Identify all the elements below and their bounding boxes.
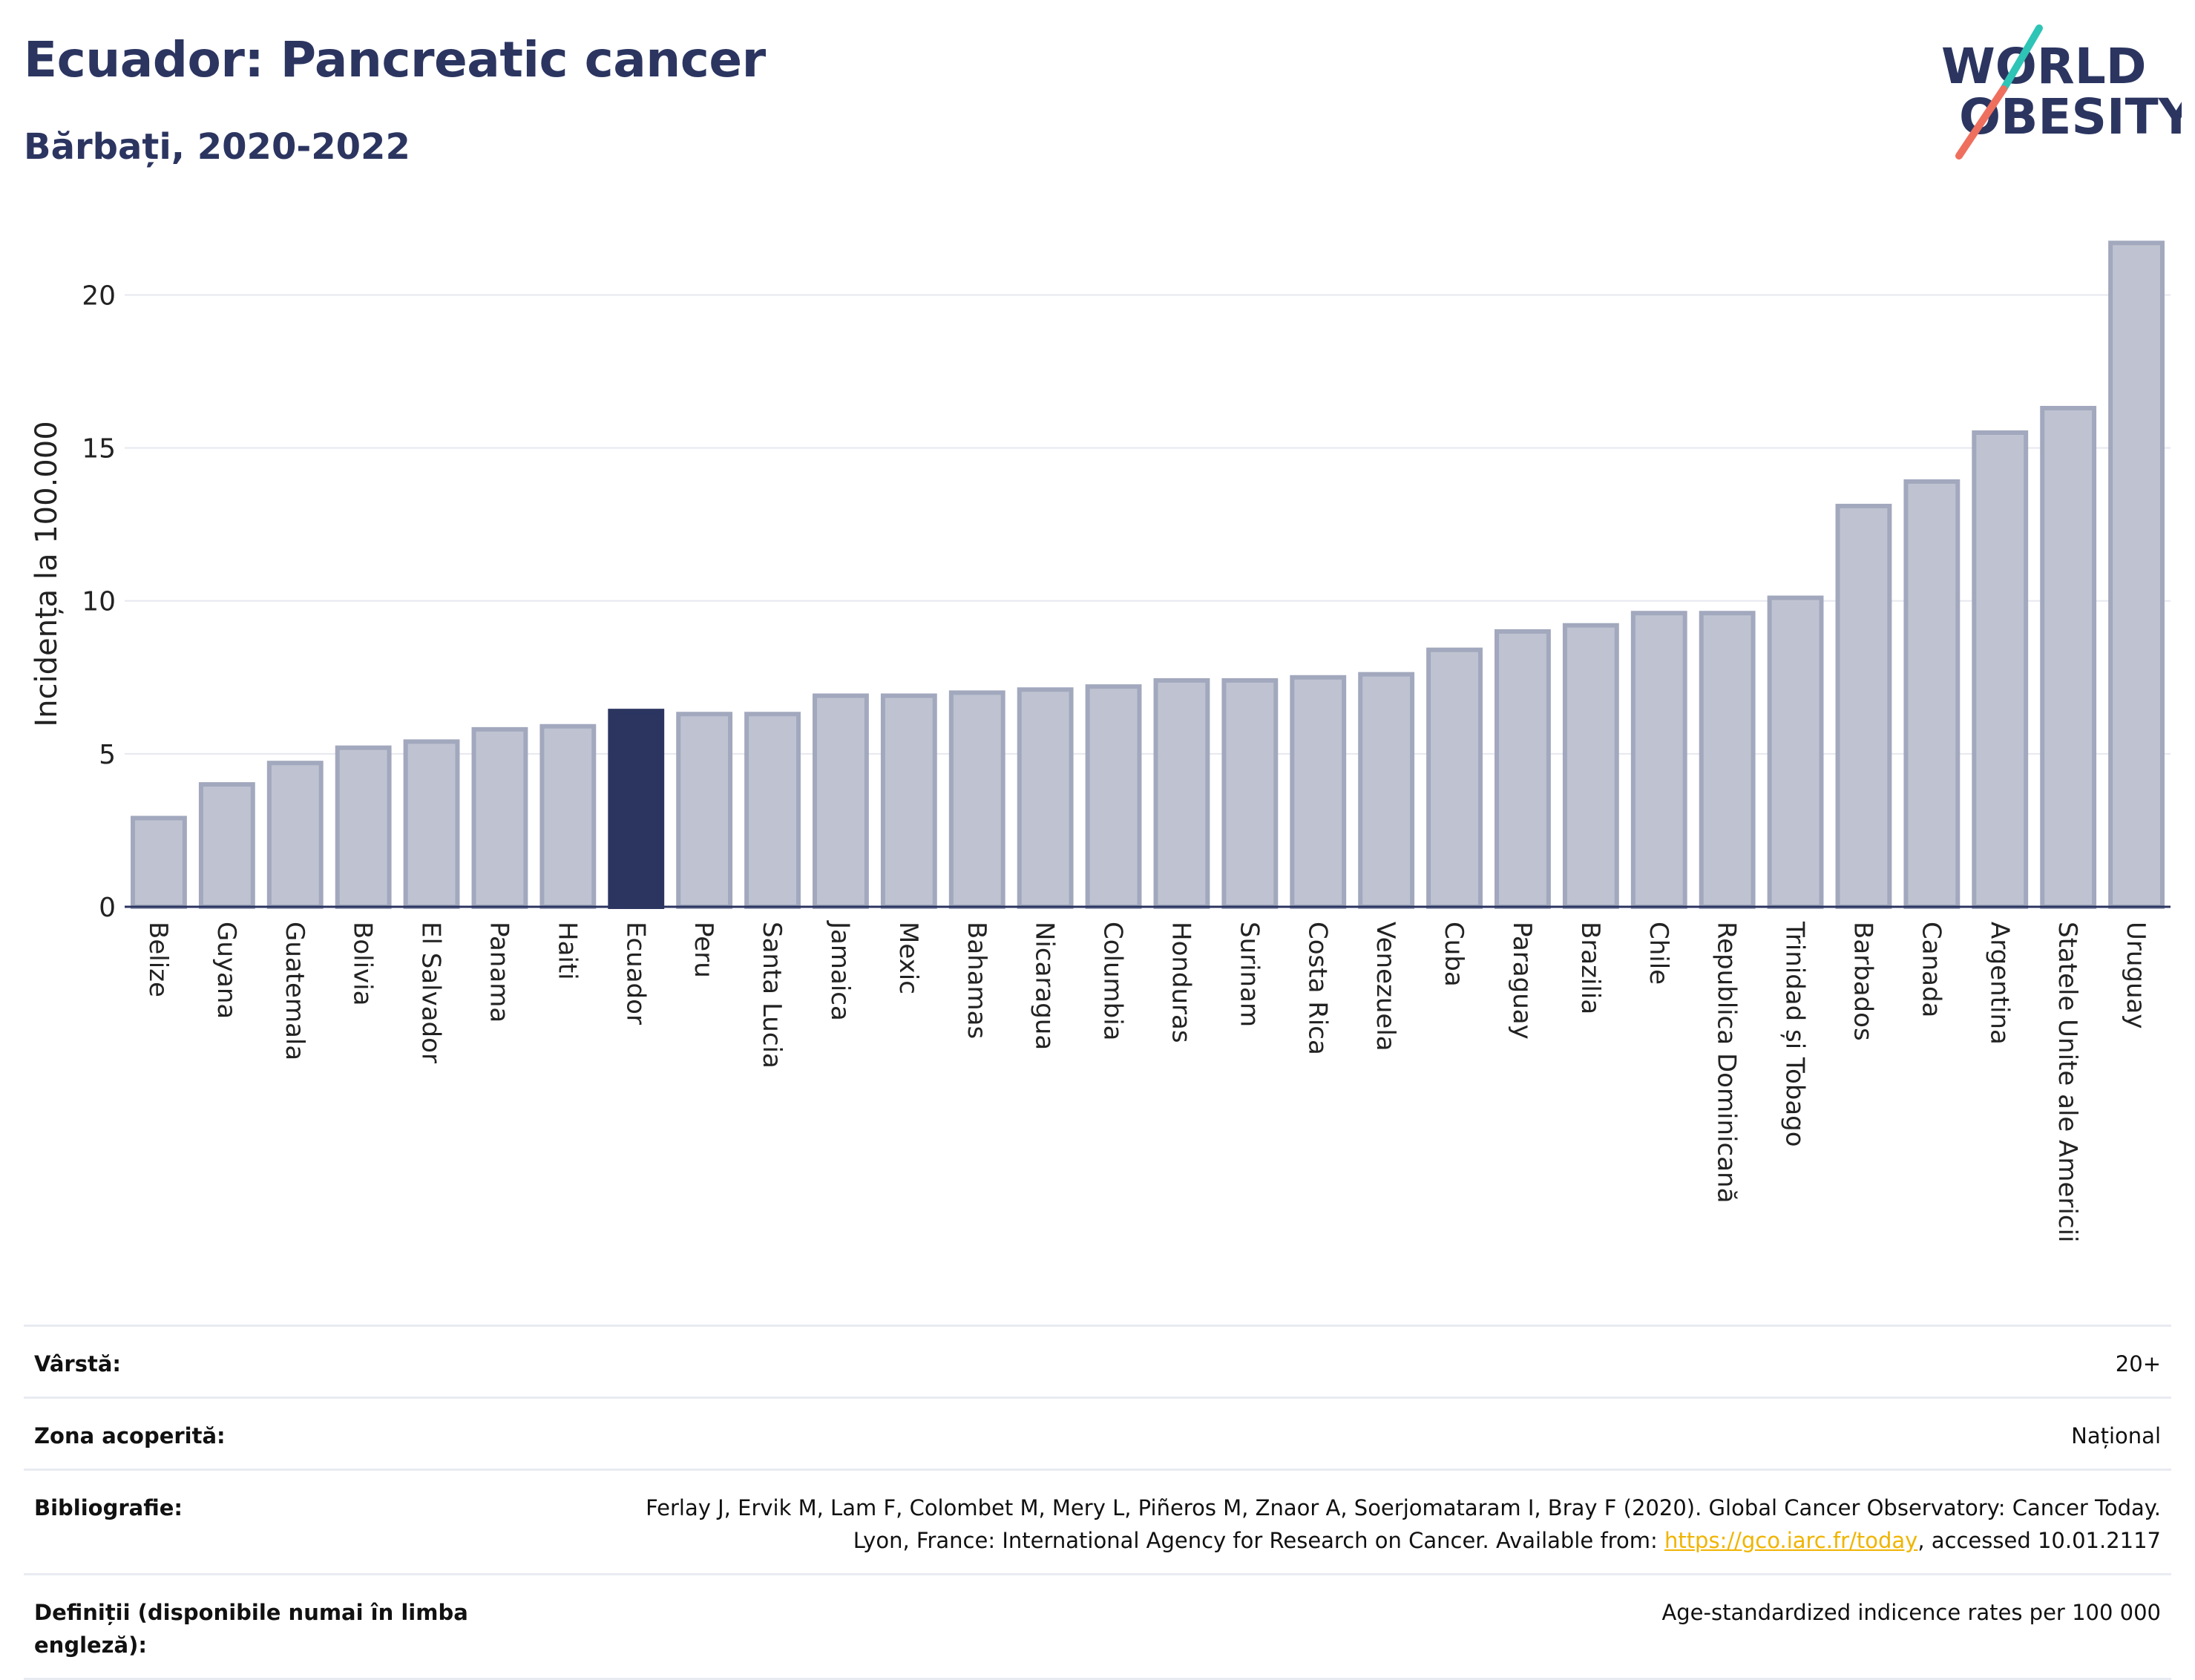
x-tick-label: Republica Dominicană: [1712, 922, 1742, 1203]
logo-slash-coral: [1955, 85, 2007, 160]
x-tick-label: Santa Lucia: [757, 922, 787, 1069]
x-tick-label: Belize: [143, 922, 173, 997]
x-tick-label: Barbados: [1848, 922, 1877, 1041]
x-tick-label: Argentina: [1984, 922, 2014, 1045]
chart-title: Ecuador: Pancreatic cancer: [24, 31, 766, 88]
x-tick-label: Chile: [1644, 922, 1673, 985]
bar-jamaica: [813, 693, 869, 909]
bar-cuba: [1426, 647, 1483, 909]
bar-ecuador: [608, 709, 665, 909]
x-tick-label: Canada: [1916, 922, 1946, 1017]
bar-chart: 0 5 10 15 20 Incidența la 100.000 Belize Guyan…: [30, 240, 2171, 1242]
y-axis: 0 5 10 15 20 Incidența la 100.000: [30, 280, 116, 923]
y-tick-label: 0: [99, 893, 116, 923]
bar-brazilia: [1562, 623, 1619, 910]
y-axis-label: Incidența la 100.000: [30, 421, 64, 726]
meta-row-bibliography: Bibliografie: Ferlay J, Ervik M, Lam F, …: [24, 1469, 2171, 1573]
meta-row-coverage: Zona acoperită: Național: [24, 1397, 2171, 1469]
x-tick-label: Trinidad și Tobago: [1780, 921, 1810, 1147]
bar-bolivia: [335, 745, 392, 909]
bar-venezuela: [1358, 672, 1415, 909]
bar-chile: [1630, 611, 1687, 910]
x-tick-label: Honduras: [1166, 922, 1195, 1043]
x-tick-label: Brazilia: [1575, 922, 1605, 1014]
bar-surinam: [1221, 677, 1279, 909]
x-tick-label: Nicaragua: [1030, 922, 1060, 1050]
bar-uruguay: [2108, 240, 2165, 910]
bar-nicaragua: [1017, 687, 1074, 909]
bibliography-text: Ferlay J, Ervik M, Lam F, Colombet M, Me…: [646, 1495, 2161, 1553]
logo-word-world: WORLD: [1941, 38, 2147, 95]
bar-haiti: [539, 723, 597, 909]
meta-label-definitions: Definiții (disponibile numai în limba en…: [34, 1600, 468, 1658]
grid-lines: [125, 294, 2171, 755]
chart-subtitle: Bărbați, 2020-2022: [24, 126, 410, 168]
meta-row-definitions: Definiții (disponibile numai în limba en…: [24, 1573, 2171, 1680]
bar-bahamas: [948, 690, 1005, 910]
bar-panama: [471, 726, 528, 910]
x-tick-label: Surinam: [1234, 922, 1264, 1027]
bar-peru: [676, 712, 733, 909]
bibliography-link[interactable]: https://gco.iarc.fr/today: [1664, 1528, 1918, 1553]
x-tick-label: Bolivia: [348, 922, 378, 1005]
bar-paraguay: [1494, 629, 1551, 909]
x-tick-label: Jamaica: [825, 920, 855, 1021]
x-tick-label: Guyana: [211, 922, 241, 1019]
x-tick-label: Venezuela: [1371, 922, 1400, 1051]
bar-canada: [1903, 479, 1961, 909]
meta-row-age: Vârstă: 20+: [24, 1325, 2171, 1397]
bar-el-salvador: [403, 739, 460, 910]
bar-columbia: [1085, 684, 1142, 909]
x-tick-label: Statele Unite ale Americii: [2053, 922, 2082, 1242]
world-obesity-logo: WORLD OBESITY: [1941, 24, 2182, 160]
x-tick-label: Panama: [484, 922, 514, 1023]
bibliography-accessed: , accessed 10.01.2117: [1917, 1528, 2161, 1553]
bar-republica-dominican-: [1699, 611, 1756, 910]
bar-belize: [131, 816, 187, 910]
bar-costa-rica: [1290, 675, 1347, 910]
bar-argentina: [1972, 430, 2029, 909]
x-tick-label: Guatemala: [280, 922, 309, 1060]
meta-label-coverage: Zona acoperită:: [34, 1423, 226, 1448]
logo-slash-teal: [2000, 24, 2043, 93]
metadata-table: Vârstă: 20+ Zona acoperită: Național Bib…: [24, 1325, 2171, 1680]
x-tick-label: El Salvador: [416, 922, 446, 1063]
x-tick-label: Bahamas: [962, 922, 991, 1039]
bar-barbados: [1835, 503, 1892, 909]
meta-label-age: Vârstă:: [34, 1351, 122, 1377]
bar-mexic: [880, 693, 937, 909]
y-tick-label: 5: [99, 740, 116, 770]
y-tick-label: 15: [82, 434, 116, 465]
meta-label-bibliography: Bibliografie:: [34, 1495, 183, 1520]
x-tick-label: Uruguay: [2121, 922, 2150, 1029]
x-tick-label: Costa Rica: [1302, 922, 1332, 1055]
x-tick-label: Paraguay: [1507, 922, 1537, 1040]
x-tick-label: Peru: [689, 922, 718, 978]
x-tick-label: Haiti: [552, 922, 582, 980]
bar-guyana: [198, 782, 255, 910]
meta-value-definitions: Age-standardized indicence rates per 100…: [1661, 1600, 2161, 1625]
x-tick-label: Mexic: [893, 922, 923, 994]
bar-honduras: [1153, 677, 1210, 909]
bar-guatemala: [266, 761, 324, 909]
bars: [131, 240, 2165, 910]
meta-value-age: 20+: [2115, 1351, 2161, 1377]
meta-value-coverage: Național: [2071, 1423, 2161, 1448]
y-tick-label: 20: [82, 280, 116, 311]
x-axis: Belize Guyana Guatemala Bolivia El Salvador P…: [125, 905, 2171, 1242]
x-tick-label: Ecuador: [620, 922, 650, 1025]
meta-value-bibliography: Ferlay J, Ervik M, Lam F, Colombet M, Me…: [603, 1492, 2161, 1557]
bar-statele-unite-ale-americii: [2040, 405, 2097, 909]
y-tick-label: 10: [82, 587, 116, 617]
x-tick-label: Cuba: [1439, 922, 1469, 987]
bar-trinidad-i-tobago: [1767, 595, 1824, 909]
bar-santa-lucia: [744, 712, 801, 909]
x-tick-label: Columbia: [1098, 922, 1128, 1041]
